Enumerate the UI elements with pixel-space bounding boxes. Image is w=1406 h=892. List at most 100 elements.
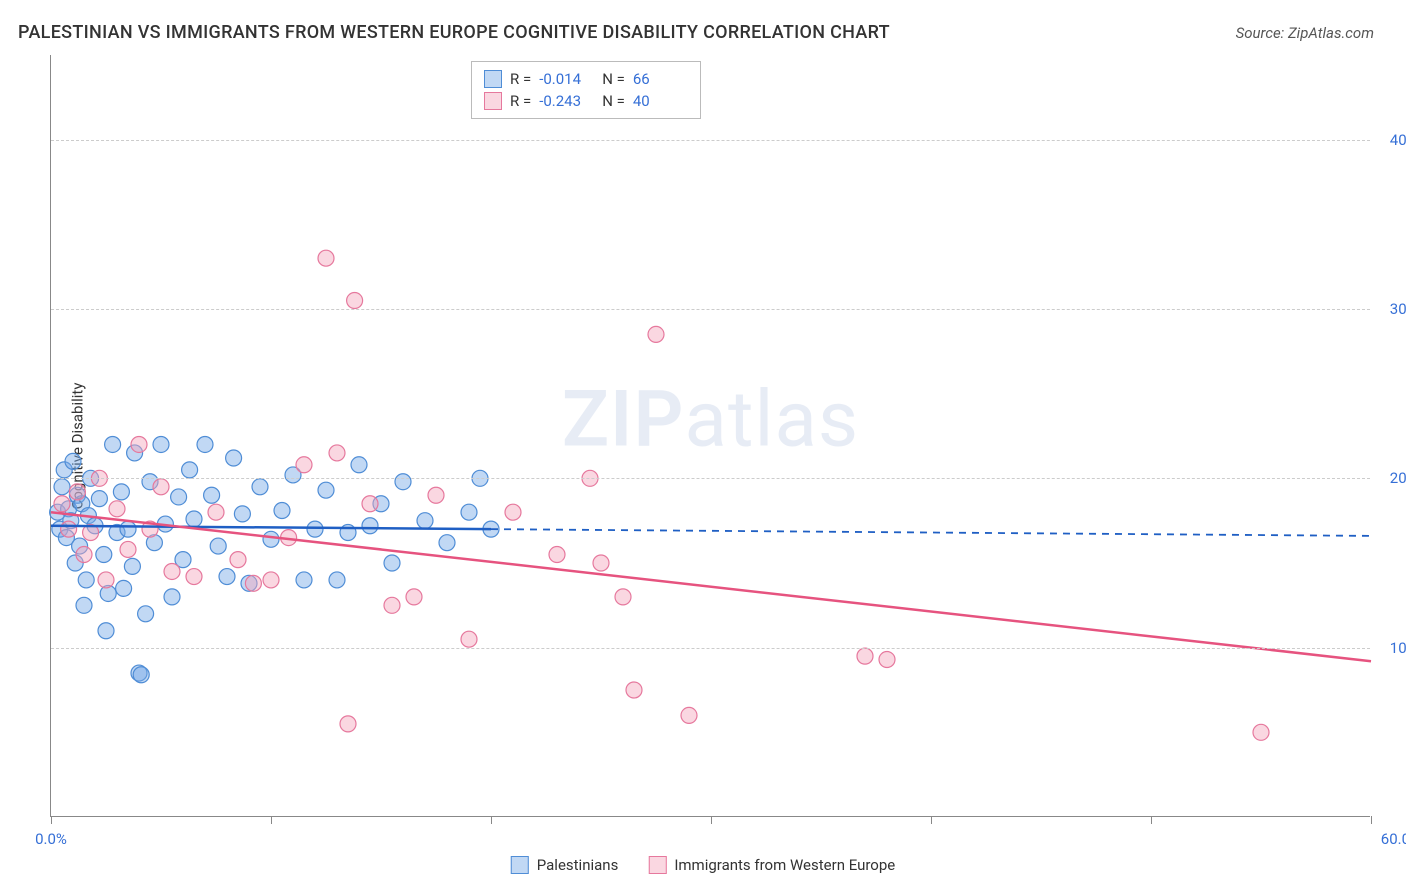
- data-point: [210, 538, 226, 554]
- swatch-series-1: [511, 856, 529, 874]
- data-point: [384, 597, 400, 613]
- data-point: [417, 513, 433, 529]
- data-point: [263, 572, 279, 588]
- data-point: [186, 569, 202, 585]
- data-point: [648, 326, 664, 342]
- data-point: [274, 503, 290, 519]
- series-legend: Palestinians Immigrants from Western Eur…: [511, 856, 895, 874]
- data-point: [362, 518, 378, 534]
- data-point: [296, 457, 312, 473]
- data-point: [296, 572, 312, 588]
- data-point: [245, 575, 261, 591]
- data-point: [105, 436, 121, 452]
- data-point: [347, 293, 363, 309]
- data-point: [98, 623, 114, 639]
- swatch-series-2: [648, 856, 666, 874]
- data-point: [131, 436, 147, 452]
- data-point: [120, 541, 136, 557]
- x-tick-label: 60.0%: [1381, 830, 1406, 848]
- data-point: [384, 555, 400, 571]
- swatch-series-1: [484, 70, 502, 88]
- x-tick-label: 0.0%: [35, 830, 67, 848]
- data-point: [116, 580, 132, 596]
- gridline-h: [51, 478, 1370, 479]
- legend-n-value-2: 40: [633, 92, 688, 110]
- swatch-series-2: [484, 92, 502, 110]
- data-point: [263, 531, 279, 547]
- data-point: [615, 589, 631, 605]
- data-point: [69, 484, 85, 500]
- data-point: [219, 569, 235, 585]
- data-point: [76, 547, 92, 563]
- data-point: [428, 487, 444, 503]
- data-point: [1253, 724, 1269, 740]
- y-tick-label: 40.0%: [1375, 131, 1406, 149]
- correlation-legend: R = -0.014 N = 66 R = -0.243 N = 40: [471, 61, 701, 119]
- legend-n-label: N =: [602, 70, 625, 88]
- legend-n-label: N =: [602, 92, 625, 110]
- gridline-h: [51, 309, 1370, 310]
- data-point: [153, 479, 169, 495]
- data-point: [307, 521, 323, 537]
- plot-area: ZIPatlas R = -0.014 N = 66 R = -0.243 N …: [50, 55, 1370, 817]
- data-point: [362, 496, 378, 512]
- data-point: [208, 504, 224, 520]
- data-point: [133, 667, 149, 683]
- data-point: [120, 521, 136, 537]
- gridline-h: [51, 648, 1370, 649]
- data-point: [681, 707, 697, 723]
- x-tick: [931, 816, 932, 824]
- legend-n-value-1: 66: [633, 70, 688, 88]
- data-point: [54, 479, 70, 495]
- data-point: [164, 589, 180, 605]
- y-tick-label: 20.0%: [1375, 469, 1406, 487]
- data-point: [76, 597, 92, 613]
- chart-title: PALESTINIAN VS IMMIGRANTS FROM WESTERN E…: [18, 22, 890, 43]
- data-point: [186, 511, 202, 527]
- legend-item-1: Palestinians: [511, 856, 619, 874]
- data-point: [91, 491, 107, 507]
- data-point: [226, 450, 242, 466]
- data-point: [879, 652, 895, 668]
- data-point: [439, 535, 455, 551]
- x-tick: [1151, 816, 1152, 824]
- data-point: [204, 487, 220, 503]
- y-tick-label: 30.0%: [1375, 300, 1406, 318]
- legend-row-series-2: R = -0.243 N = 40: [484, 90, 688, 112]
- data-point: [340, 716, 356, 732]
- data-point: [626, 682, 642, 698]
- data-point: [153, 436, 169, 452]
- chart-svg: [51, 55, 1370, 816]
- x-tick: [1371, 816, 1372, 824]
- data-point: [54, 496, 70, 512]
- data-point: [318, 482, 334, 498]
- data-point: [78, 572, 94, 588]
- x-tick: [51, 816, 52, 824]
- legend-label-2: Immigrants from Western Europe: [674, 856, 895, 874]
- data-point: [124, 558, 140, 574]
- data-point: [252, 479, 268, 495]
- data-point: [61, 521, 77, 537]
- data-point: [329, 445, 345, 461]
- data-point: [197, 436, 213, 452]
- data-point: [138, 606, 154, 622]
- y-tick-label: 10.0%: [1375, 639, 1406, 657]
- data-point: [98, 572, 114, 588]
- legend-item-2: Immigrants from Western Europe: [648, 856, 895, 874]
- data-point: [164, 563, 180, 579]
- x-tick: [271, 816, 272, 824]
- data-point: [461, 631, 477, 647]
- data-point: [395, 474, 411, 490]
- legend-row-series-1: R = -0.014 N = 66: [484, 68, 688, 90]
- data-point: [109, 501, 125, 517]
- legend-r-value-1: -0.014: [539, 70, 594, 88]
- data-point: [329, 572, 345, 588]
- data-point: [549, 547, 565, 563]
- legend-r-label: R =: [510, 70, 531, 88]
- data-point: [505, 504, 521, 520]
- data-point: [96, 547, 112, 563]
- data-point: [318, 250, 334, 266]
- legend-label-1: Palestinians: [537, 856, 619, 874]
- x-tick: [711, 816, 712, 824]
- data-point: [65, 453, 81, 469]
